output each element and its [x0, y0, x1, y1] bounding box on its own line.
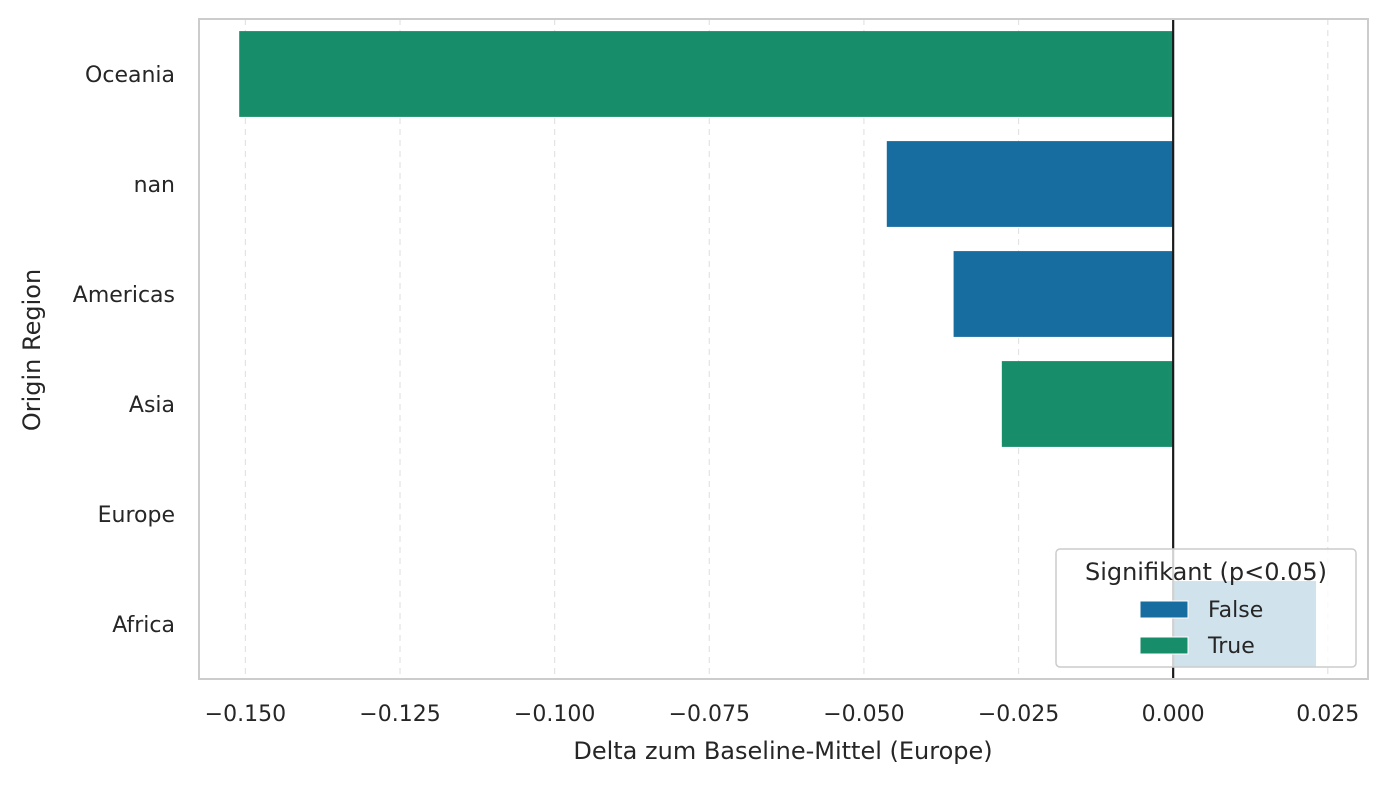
plot-border	[198, 18, 1369, 680]
y-tick-label: Americas	[73, 283, 175, 308]
legend-swatch-false	[1139, 600, 1189, 619]
bar-asia	[1001, 361, 1174, 447]
x-axis-label: Delta zum Baseline-Mittel (Europe)	[573, 737, 992, 765]
x-tick-label: −0.125	[359, 702, 440, 727]
x-tick-label: −0.150	[205, 702, 286, 727]
bar-americas	[953, 251, 1174, 337]
x-tick-label: −0.050	[823, 702, 904, 727]
x-tick-label: −0.075	[669, 702, 750, 727]
legend-label-false: False	[1208, 598, 1263, 623]
x-tick-label: −0.100	[514, 702, 595, 727]
x-tick-label: 0.000	[1142, 702, 1205, 727]
legend: Signifikant (p<0.05) False True	[1055, 548, 1357, 668]
legend-swatch-true	[1139, 636, 1189, 655]
bar-oceania	[239, 31, 1174, 117]
x-tick-labels: −0.150 −0.125 −0.100 −0.075 −0.050 −0.025 0.00…	[205, 702, 1360, 727]
y-tick-label: Europe	[98, 503, 175, 528]
legend-label-true: True	[1207, 634, 1255, 659]
plot-frame	[198, 18, 1369, 680]
y-tick-label: Oceania	[85, 63, 175, 88]
legend-box	[1055, 548, 1357, 668]
y-tick-label: nan	[134, 173, 175, 198]
x-tick-label: 0.025	[1296, 702, 1359, 727]
y-axis-label: Origin Region	[18, 269, 46, 431]
y-tick-label: Asia	[129, 393, 175, 418]
y-tick-label: Africa	[112, 613, 175, 638]
y-tick-labels: Oceania nan Americas Asia Europe Africa	[73, 63, 175, 638]
legend-title: Signifikant (p<0.05)	[1085, 558, 1327, 586]
bar-nan	[886, 141, 1174, 227]
x-tick-label: −0.025	[978, 702, 1059, 727]
